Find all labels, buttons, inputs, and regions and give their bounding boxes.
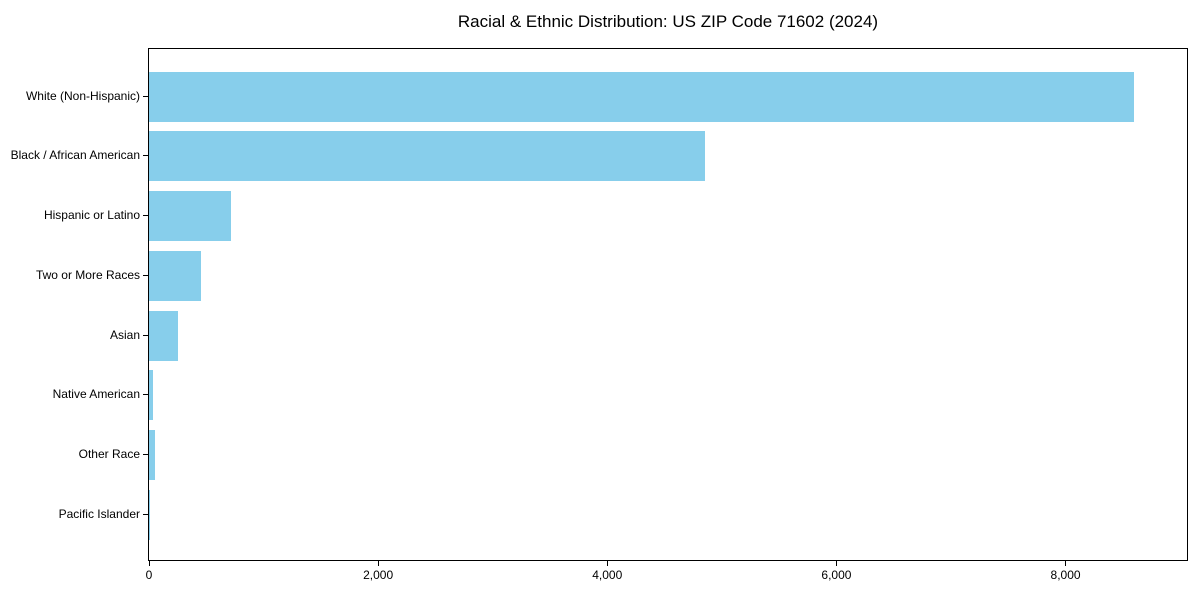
y-tick-mark (143, 155, 148, 157)
bar-pacific-islander (149, 489, 150, 540)
bar-black-african-american (149, 131, 705, 182)
y-tick-mark (143, 274, 148, 276)
x-tick-label: 4,000 (592, 568, 623, 582)
bar-hispanic-or-latino (149, 191, 232, 242)
y-tick-label-native-american: Native American (52, 387, 140, 402)
y-tick-label-pacific-islander: Pacific Islander (58, 506, 140, 521)
chart-title: Racial & Ethnic Distribution: US ZIP Cod… (457, 12, 879, 31)
x-tick-mark (1065, 561, 1067, 566)
y-tick-label-asian: Asian (109, 327, 140, 342)
bar-asian (149, 310, 178, 361)
x-tick-mark (606, 561, 608, 566)
bar-two-or-more-races (149, 250, 201, 301)
x-tick-label: 0 (145, 568, 153, 582)
x-tick-mark (835, 561, 837, 566)
y-tick-mark (143, 215, 148, 217)
x-tick-mark (377, 561, 379, 566)
plot-area (148, 48, 1188, 561)
bar-other-race (149, 429, 155, 480)
y-tick-mark (143, 334, 148, 336)
x-tick-label: 2,000 (363, 568, 394, 582)
y-tick-label-two-or-more-races: Two or More Races (35, 267, 140, 282)
bar-native-american (149, 370, 153, 421)
y-tick-label-hispanic-or-latino: Hispanic or Latino (43, 208, 140, 223)
y-tick-mark (143, 95, 148, 97)
x-tick-label: 8,000 (1050, 568, 1081, 582)
x-tick-mark (148, 561, 150, 566)
y-tick-label-black-african-american: Black / African American (10, 148, 140, 163)
y-tick-label-white-non-hispanic: White (Non-Hispanic) (25, 88, 140, 103)
y-tick-mark (143, 394, 148, 396)
x-tick-label: 6,000 (821, 568, 852, 582)
bar-white-non-hispanic (149, 71, 1135, 122)
y-tick-mark (143, 513, 148, 515)
y-tick-label-other-race: Other Race (78, 446, 140, 461)
y-tick-mark (143, 453, 148, 455)
